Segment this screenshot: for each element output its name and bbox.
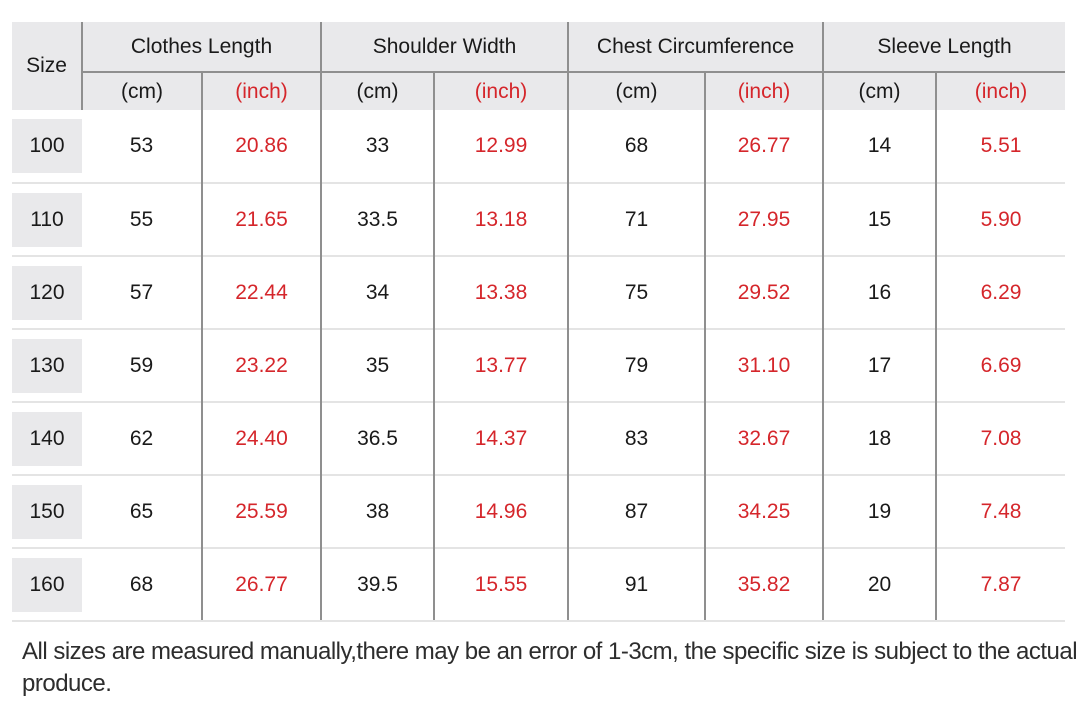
inch-value: 20.86: [201, 110, 321, 183]
cm-value: 71: [567, 182, 706, 256]
inch-value: 22.44: [201, 255, 321, 329]
cm-value: 65: [82, 474, 202, 548]
unit-header-cm: (cm): [822, 72, 937, 110]
table-row: 120 57 22.44 34 13.38 75 29.52 16 6.29: [12, 255, 1066, 329]
cm-value: 79: [567, 328, 706, 402]
inch-value: 7.87: [935, 547, 1066, 622]
size-cell: 130: [12, 328, 82, 402]
cm-value: 39.5: [320, 547, 434, 622]
cm-value: 55: [82, 182, 202, 256]
inch-value: 15.55: [432, 547, 569, 622]
table-row: 140 62 24.40 36.5 14.37 83 32.67 18 7.08: [12, 401, 1066, 475]
unit-header-inch: (inch): [432, 72, 569, 110]
inch-value: 5.51: [935, 110, 1066, 183]
unit-header-inch: (inch): [201, 72, 321, 110]
cm-value: 53: [129, 134, 154, 157]
cm-value: 34: [320, 255, 434, 329]
cm-value: 16: [822, 255, 937, 329]
col-header-chest-circumference: Chest Circumference: [567, 22, 824, 73]
cm-value: 87: [567, 474, 706, 548]
cm-value: 38: [320, 474, 434, 548]
cm-value: 14: [822, 110, 937, 183]
unit-header-cm: (cm): [567, 72, 706, 110]
inch-value: 5.90: [935, 182, 1066, 256]
table-row: 130 59 23.22 35 13.77 79 31.10 17 6.69: [12, 328, 1066, 402]
size-cell: 120: [12, 255, 82, 329]
inch-value: 23.22: [201, 328, 321, 402]
size-label: 120: [12, 265, 82, 320]
cm-value: 15: [822, 182, 937, 256]
size-label: 100: [12, 119, 82, 173]
header-unit-row: (cm) (inch) (cm) (inch) (cm) (inch) (cm)…: [12, 72, 1066, 110]
inch-value: 14.37: [432, 401, 569, 475]
unit-header-cm: (cm): [320, 72, 434, 110]
col-header-sleeve-length: Sleeve Length: [822, 22, 1066, 73]
unit-header-inch: (inch): [704, 72, 824, 110]
inch-value: 12.99: [432, 110, 569, 183]
table-header: Size Clothes Length Shoulder Width Chest…: [12, 22, 1066, 110]
col-header-clothes-length: Clothes Length: [81, 22, 321, 73]
unit-header-inch: (inch): [935, 72, 1066, 110]
inch-value: 7.08: [935, 401, 1066, 475]
size-cell: 160: [12, 547, 82, 622]
table-row: 100 53 20.86 33 12.99 68 26.77 14 5.51: [12, 110, 1066, 183]
inch-value: 21.65: [201, 182, 321, 256]
size-cell: 100: [12, 110, 82, 183]
cm-value: 75: [567, 255, 706, 329]
cm-value: 59: [82, 328, 202, 402]
cm-value: 33.5: [320, 182, 434, 256]
inch-value: 24.40: [201, 401, 321, 475]
cm-value: 33: [320, 110, 434, 183]
size-chart-table: Size Clothes Length Shoulder Width Chest…: [12, 22, 1066, 622]
inch-value: 27.95: [704, 182, 824, 256]
table-row: 160 68 26.77 39.5 15.55 91 35.82 20 7.87: [12, 547, 1066, 622]
cm-value: 17: [822, 328, 937, 402]
size-table-body: 100 53 20.86 33 12.99 68 26.77 14 5.51 110 55 21.65…: [12, 110, 1066, 622]
size-cell: 110: [12, 182, 82, 256]
col-header-size: Size: [12, 22, 83, 110]
cm-value: 57: [82, 255, 202, 329]
size-cell: 140: [12, 401, 82, 475]
cm-value: 36.5: [320, 401, 434, 475]
cm-value: 62: [82, 401, 202, 475]
cm-value: 19: [822, 474, 937, 548]
cm-value: 20: [822, 547, 937, 622]
table-row: 110 55 21.65 33.5 13.18 71 27.95 15 5.90: [12, 182, 1066, 256]
inch-value: 25.59: [201, 474, 321, 548]
inch-value: 7.48: [935, 474, 1066, 548]
inch-value: 26.77: [201, 547, 321, 622]
inch-value: 32.67: [704, 401, 824, 475]
size-label: 150: [12, 484, 82, 539]
header-group-row: Size Clothes Length Shoulder Width Chest…: [12, 22, 1066, 110]
inch-value: 6.69: [935, 328, 1066, 402]
cm-value: 18: [822, 401, 937, 475]
inch-value: 29.52: [704, 255, 824, 329]
size-label: 110: [12, 192, 82, 247]
cm-value: 83: [567, 401, 706, 475]
inch-value: 6.29: [935, 255, 1066, 329]
cm-value: 35: [320, 328, 434, 402]
cm-value: 68: [567, 110, 706, 183]
size-label: 130: [12, 338, 82, 393]
size-label: 160: [12, 557, 82, 612]
inch-value: 35.82: [704, 547, 824, 622]
inch-value: 13.18: [432, 182, 569, 256]
cm-value: 91: [567, 547, 706, 622]
inch-value: 26.77: [704, 110, 824, 183]
inch-value: 14.96: [432, 474, 569, 548]
inch-value: 34.25: [704, 474, 824, 548]
cm-value: 68: [82, 547, 202, 622]
inch-value: 31.10: [704, 328, 824, 402]
size-label: 140: [12, 411, 82, 466]
size-cell: 150: [12, 474, 82, 548]
inch-value: 13.77: [432, 328, 569, 402]
col-header-shoulder-width: Shoulder Width: [319, 22, 569, 73]
inch-value: 13.38: [432, 255, 569, 329]
table-row: 150 65 25.59 38 14.96 87 34.25 19 7.48: [12, 474, 1066, 548]
unit-header-cm: (cm): [81, 72, 202, 110]
measurement-disclaimer: All sizes are measured manually,there ma…: [22, 638, 1078, 697]
